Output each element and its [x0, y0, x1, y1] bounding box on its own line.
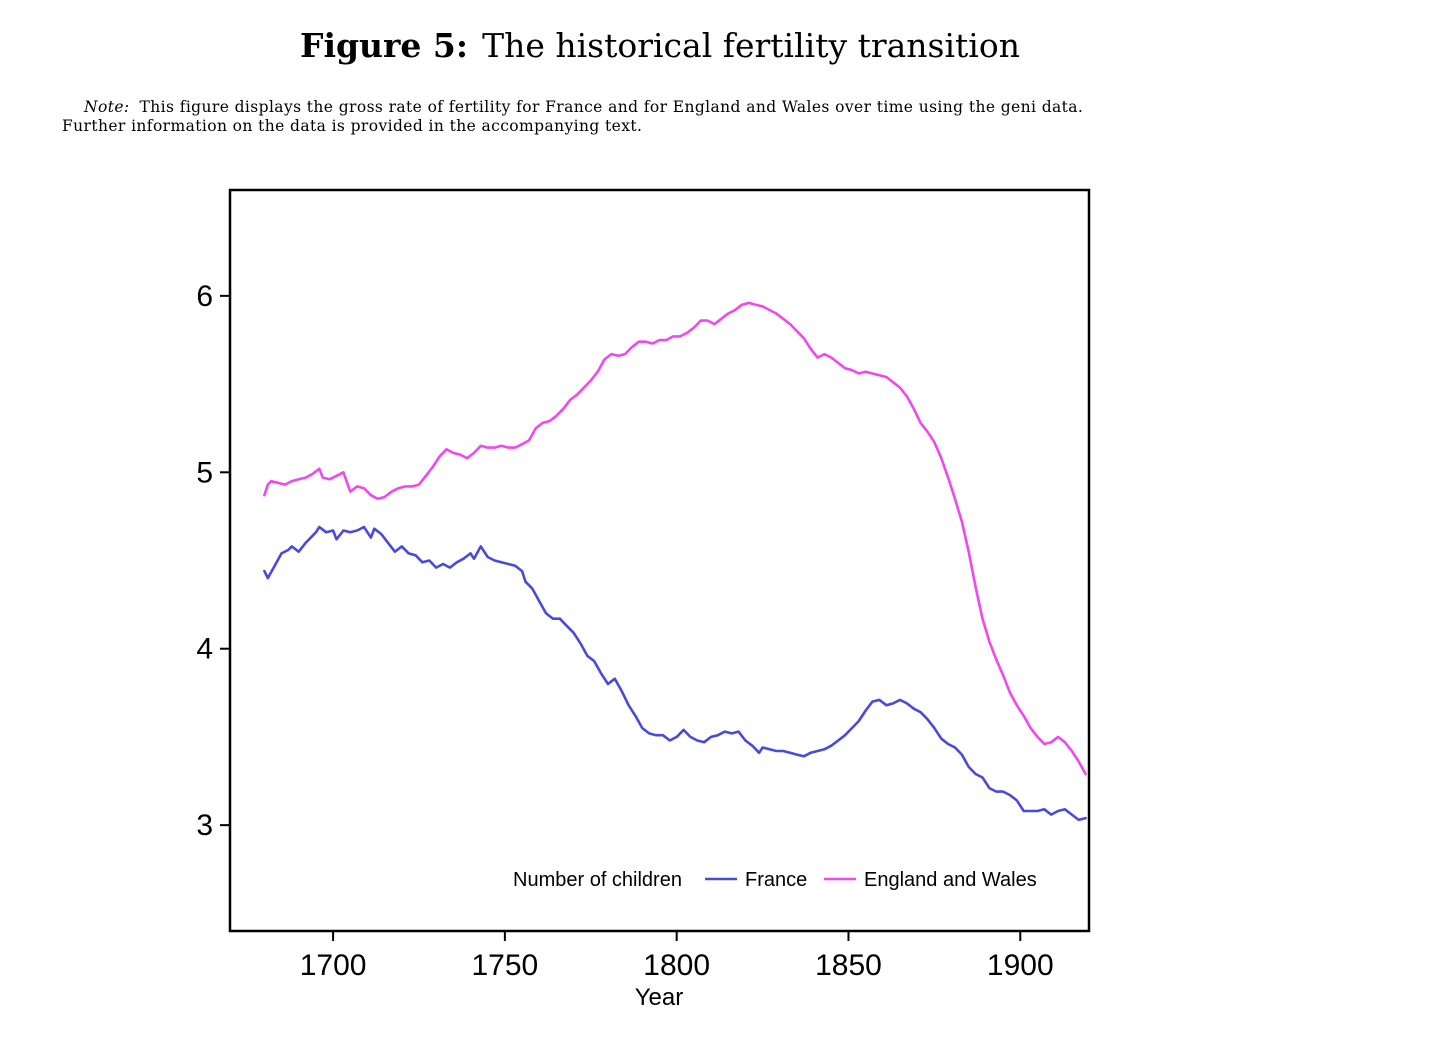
- figure-title: Figure 5: The historical fertility transi…: [0, 26, 1320, 65]
- series-line-france: [263, 525, 1087, 822]
- figure-title-text: The historical fertility transition: [482, 26, 1020, 65]
- y-axis: 3 4 5 6: [196, 280, 230, 842]
- x-tick-label: 1900: [987, 949, 1054, 982]
- legend-label-france: France: [745, 869, 807, 891]
- note-text-1: This figure displays the gross rate of f…: [139, 98, 1084, 116]
- figure-label: Figure 5:: [300, 26, 469, 65]
- figure-note: Note: This figure displays the gross rate…: [62, 98, 1362, 136]
- x-axis: 1700 1750 1800 1850 1900: [300, 931, 1054, 982]
- legend-label-england-and-wales: England and Wales: [864, 869, 1037, 891]
- y-tick-label: 6: [196, 280, 213, 313]
- series-layer: [263, 301, 1087, 822]
- x-tick-label: 1850: [815, 949, 882, 982]
- legend-title: Number of children: [513, 869, 682, 891]
- plot-frame: [228, 188, 1091, 933]
- x-axis-label: Year: [635, 984, 684, 1011]
- y-tick-label: 5: [196, 456, 213, 489]
- x-tick-label: 1800: [643, 949, 710, 982]
- series-line-england-and-wales: [263, 301, 1087, 776]
- legend: Number of children France England and Wal…: [513, 869, 1037, 891]
- note-text-2: Further information on the data is provi…: [62, 117, 643, 135]
- note-label: Note:: [84, 98, 130, 116]
- figure-note-line1: Note: This figure displays the gross rate…: [62, 98, 1362, 117]
- x-tick-label: 1700: [300, 949, 367, 982]
- y-tick-label: 3: [196, 809, 213, 842]
- y-tick-label: 4: [196, 633, 213, 666]
- x-tick-label: 1750: [472, 949, 539, 982]
